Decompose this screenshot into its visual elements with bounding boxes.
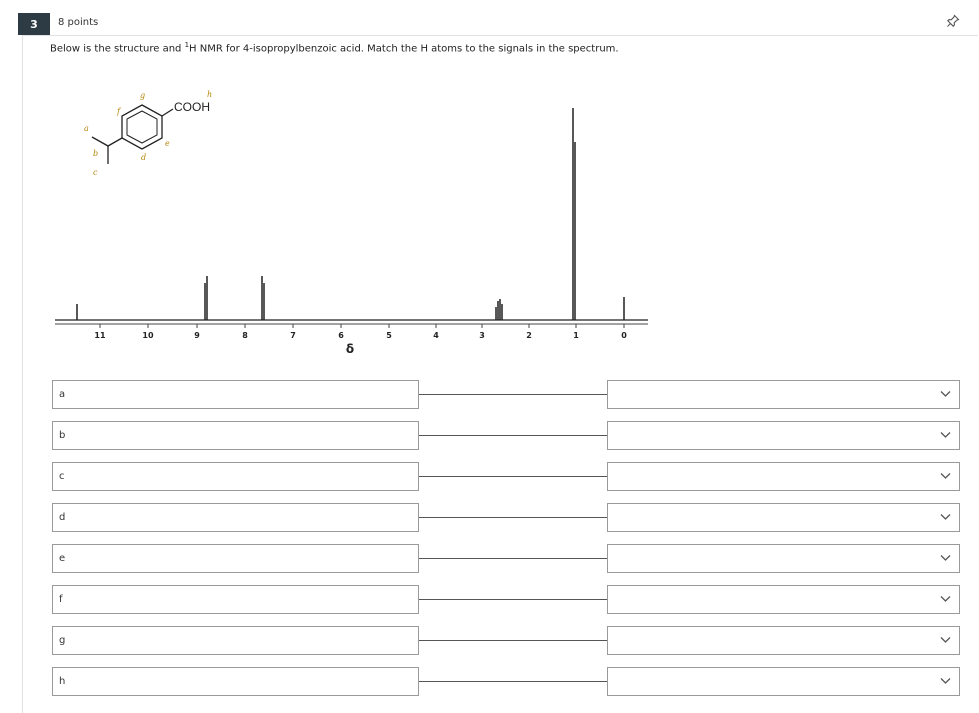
match-label-box: f [52, 585, 419, 614]
question-points: 8 points [58, 17, 99, 28]
benzene-inner-ring [126, 110, 158, 144]
tick-label: 0 [621, 331, 627, 340]
spectrum-ticks [99, 324, 625, 328]
match-select[interactable] [607, 585, 960, 614]
prompt-superscript: 1 [184, 41, 190, 49]
match-connector [419, 558, 607, 559]
match-row: f [52, 585, 960, 614]
match-row: h [52, 667, 960, 696]
bond-isopropyl-methyl-a [91, 136, 109, 147]
match-select[interactable] [607, 462, 960, 491]
question-number-badge: 3 [18, 13, 50, 35]
letter-d: d [141, 153, 146, 162]
match-label-box: h [52, 667, 419, 696]
match-connector [419, 599, 607, 600]
letter-f: f [116, 107, 122, 116]
chevron-down-icon [940, 678, 951, 684]
match-label: c [59, 471, 65, 482]
tick-label: 5 [386, 331, 392, 340]
tick-label: 10 [142, 331, 154, 340]
match-row: b [52, 421, 960, 450]
match-label: h [59, 676, 66, 687]
match-label: d [59, 512, 66, 523]
match-connector [419, 681, 607, 682]
match-label-box: a [52, 380, 419, 409]
question-prompt: Below is the structure and 1H NMR for 4-… [50, 41, 619, 54]
match-connector [419, 517, 607, 518]
match-label-box: b [52, 421, 419, 450]
tick-label: 3 [479, 331, 485, 340]
match-row: d [52, 503, 960, 532]
match-label: e [59, 553, 66, 564]
match-label: g [59, 635, 66, 646]
match-connector [419, 476, 607, 477]
match-label-box: e [52, 544, 419, 573]
chevron-down-icon [940, 596, 951, 602]
chevron-down-icon [940, 473, 951, 479]
chevron-down-icon [940, 514, 951, 520]
match-label-box: d [52, 503, 419, 532]
spectrum-tick-labels: 11 10 9 8 7 6 5 4 3 2 1 0 [94, 331, 627, 340]
chevron-down-icon [940, 555, 951, 561]
tick-label: 4 [433, 331, 439, 340]
match-select[interactable] [607, 626, 960, 655]
chevron-down-icon [940, 432, 951, 438]
tick-label: 11 [94, 331, 106, 340]
question-number: 3 [30, 17, 38, 31]
letter-e: e [165, 139, 170, 148]
letter-g: g [140, 91, 145, 100]
letter-c: c [93, 168, 98, 177]
tick-label: 8 [242, 331, 248, 340]
letter-h: h [207, 90, 212, 99]
letter-b: b [93, 149, 98, 158]
structure-drawing [91, 104, 174, 164]
prompt-text-before: Below is the structure and [50, 43, 185, 55]
spectrum-peaks [76, 108, 625, 320]
tick-label: 1 [573, 331, 579, 340]
tick-label: 7 [290, 331, 296, 340]
question-panel [22, 35, 978, 713]
letter-a: a [84, 124, 89, 133]
bond-ring-isopropyl [107, 137, 123, 147]
match-label: f [59, 594, 63, 605]
tick-label: 9 [194, 331, 200, 340]
match-label-box: g [52, 626, 419, 655]
match-connector [419, 640, 607, 641]
bond-ring-carboxyl [161, 108, 174, 117]
match-select[interactable] [607, 544, 960, 573]
structure-letters: a b c d e f g h [84, 90, 212, 177]
match-label-box: c [52, 462, 419, 491]
tick-label: 2 [526, 331, 532, 340]
match-connector [419, 394, 607, 395]
match-row: g [52, 626, 960, 655]
match-label: a [59, 389, 66, 400]
match-label: b [59, 430, 66, 441]
benzene-ring [121, 104, 163, 150]
pin-icon[interactable] [946, 14, 960, 28]
match-select[interactable] [607, 667, 960, 696]
match-select[interactable] [607, 380, 960, 409]
match-row: a [52, 380, 960, 409]
match-select[interactable] [607, 503, 960, 532]
match-row: c [52, 462, 960, 491]
match-row: e [52, 544, 960, 573]
chevron-down-icon [940, 391, 951, 397]
tick-label: 6 [338, 331, 344, 340]
spectrum-axis-label: δ [346, 342, 354, 356]
match-select[interactable] [607, 421, 960, 450]
carboxyl-label: COOH [174, 100, 210, 114]
chevron-down-icon [940, 637, 951, 643]
match-connector [419, 435, 607, 436]
prompt-text-after: H NMR for 4-isopropylbenzoic acid. Match… [189, 43, 619, 55]
